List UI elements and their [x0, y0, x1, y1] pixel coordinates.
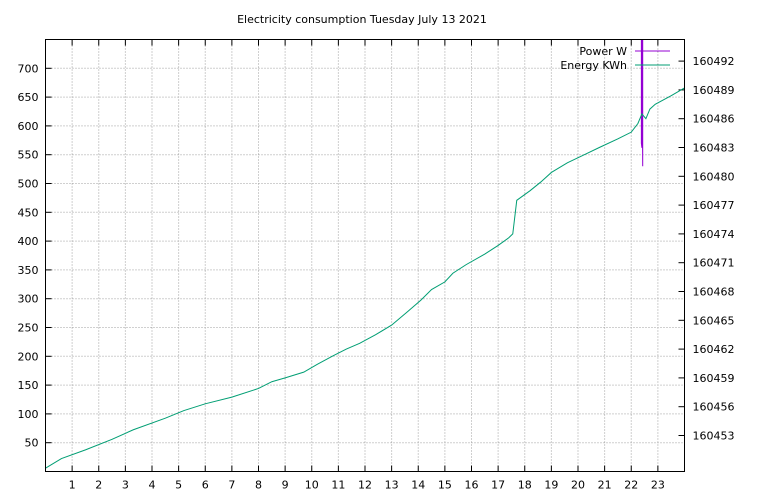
x-tick-label: 11	[331, 479, 345, 492]
plot-area	[45, 39, 685, 469]
y2-tick-label: 160459	[693, 372, 735, 385]
x-tick-label: 12	[358, 479, 372, 492]
x-tick-label: 7	[228, 479, 235, 492]
y2-tick-label: 160474	[693, 228, 735, 241]
y-axis-left: 50 100 150 200 250 300 350 400 450 500 550 600 650 70…	[18, 62, 39, 449]
y2-tick-label: 160453	[693, 430, 735, 443]
x-tick-label: 21	[598, 479, 612, 492]
y2-tick-label: 160456	[693, 401, 735, 414]
x-tick-label: 14	[411, 479, 425, 492]
series-line-2	[45, 87, 685, 469]
x-tick-label: 3	[122, 479, 129, 492]
y2-tick-label: 160480	[693, 170, 735, 183]
x-tick-label: 20	[571, 479, 585, 492]
y-tick-label: 200	[18, 350, 39, 363]
x-tick-label: 13	[385, 479, 399, 492]
x-tick-label: 23	[651, 479, 665, 492]
x-tick-label: 5	[175, 479, 182, 492]
x-tick-label: 16	[465, 479, 479, 492]
plot-frame	[45, 39, 685, 472]
y2-tick-label: 160471	[693, 257, 735, 270]
y-axis-right: 160453 160456 160459 160462 160465 160468 1604…	[693, 55, 735, 442]
x-tick-label: 8	[255, 479, 262, 492]
tick-marks	[45, 39, 685, 472]
y2-tick-label: 160483	[693, 142, 735, 155]
y-tick-label: 400	[18, 235, 39, 248]
y2-tick-label: 160462	[693, 343, 735, 356]
x-tick-label: 22	[624, 479, 638, 492]
legend-label: Power W	[579, 45, 627, 58]
x-tick-label: 17	[491, 479, 505, 492]
grid	[45, 39, 685, 472]
x-tick-label: 19	[544, 479, 558, 492]
y2-tick-label: 160492	[693, 55, 735, 68]
y-tick-label: 700	[18, 62, 39, 75]
x-tick-label: 10	[305, 479, 319, 492]
x-tick-label: 15	[438, 479, 452, 492]
x-tick-label: 6	[202, 479, 209, 492]
x-tick-label: 4	[149, 479, 156, 492]
series-line-1	[640, 39, 644, 167]
y2-tick-label: 160486	[693, 113, 735, 126]
y-tick-label: 500	[18, 178, 39, 191]
y2-tick-label: 160477	[693, 199, 735, 212]
x-tick-label: 2	[95, 479, 102, 492]
legend-label: Energy KWh	[560, 59, 627, 72]
y-tick-label: 50	[25, 437, 39, 450]
y-tick-label: 600	[18, 120, 39, 133]
y2-tick-label: 160468	[693, 286, 735, 299]
y-tick-label: 100	[18, 408, 39, 421]
y2-tick-label: 160465	[693, 314, 735, 327]
y-tick-label: 550	[18, 149, 39, 162]
y-tick-label: 650	[18, 91, 39, 104]
y-tick-label: 150	[18, 379, 39, 392]
x-tick-label: 1	[69, 479, 76, 492]
chart-title: Electricity consumption Tuesday July 13 …	[237, 13, 487, 26]
y2-tick-label: 160489	[693, 84, 735, 97]
y-tick-label: 450	[18, 206, 39, 219]
x-tick-label: 9	[282, 479, 289, 492]
x-tick-label: 18	[518, 479, 532, 492]
y-tick-label: 250	[18, 322, 39, 335]
y-tick-label: 300	[18, 293, 39, 306]
y-tick-label: 350	[18, 264, 39, 277]
x-axis: 1 2 3 4 5 6 7 8 9 10 11 12 13 14 15 16 17 18 19 20 21 22 23	[69, 479, 665, 492]
